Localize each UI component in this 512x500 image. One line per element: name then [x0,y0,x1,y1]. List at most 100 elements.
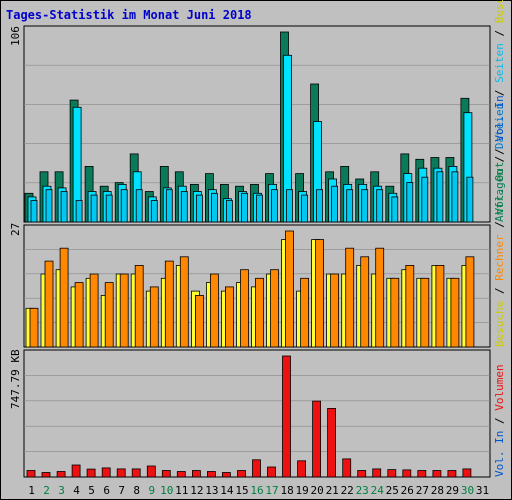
bars [24,31,475,478]
bar-rechner [224,286,234,348]
bar-rechner [330,273,340,348]
legend-entry: Vol. In [493,431,506,477]
bar-seiten [361,189,369,223]
bar-seiten [120,189,128,223]
bar-rechner [164,260,174,348]
x-tick-label: 17 [265,484,278,497]
bar-seiten [391,196,399,223]
bottom-panel [23,349,491,478]
bar-seiten [271,189,278,223]
x-tick-label: 4 [73,484,80,497]
bar-volumen [342,458,352,478]
x-tick-label: 25 [386,484,399,497]
bar-volumen [161,470,171,478]
legend-entry: Seiten [493,43,506,83]
bar-seiten [30,200,38,223]
legend-entry: / [493,215,506,235]
bar-volumen [282,355,291,478]
bar-rechner [315,239,325,348]
bar-rechner [435,264,445,348]
bar-seiten [105,194,113,223]
bar-rechner [149,286,159,348]
x-tick-label: 13 [205,484,218,497]
x-tick-label: 20 [310,484,323,497]
bar-rechner [194,294,204,348]
legend-entry: Besuche [493,0,506,23]
x-tick-label: 12 [190,484,203,497]
bar-volumen [297,460,307,478]
x-tick-label: 18 [280,484,293,497]
bar-volumen [357,470,367,478]
bar-volumen [432,470,442,478]
bar-seiten [316,189,324,223]
bar-seiten [256,194,263,223]
bar-seiten [75,200,83,223]
bar-seiten [225,200,233,223]
bar-seiten [286,189,293,223]
bar-rechner [390,277,400,348]
legend-entry: Volumen [493,364,506,410]
x-tick-label: 28 [431,484,444,497]
x-tick-label: 10 [160,484,173,497]
legend-bottom: Vol. In / Volumen [493,364,506,477]
x-tick-label: 9 [148,484,155,497]
bar-volumen [206,471,216,478]
bar-seiten [466,176,474,223]
bar-rechner [44,260,54,348]
legend-entry: / [493,149,506,169]
legend-entry: / [493,83,506,103]
legend-entry: / [493,281,506,301]
legend-entry: / [493,142,506,162]
bar-volumen [116,468,126,478]
x-tick-label: 21 [326,484,339,497]
bar-volumen [176,471,186,478]
legend-entry: Vol. Out [493,162,506,215]
legend-entry: / [493,411,506,431]
x-tick-label: 8 [133,484,140,497]
x-tick-label: 11 [175,484,188,497]
x-tick-label: 27 [416,484,429,497]
legend-entry: Besuche [493,301,506,347]
x-tick-label: 3 [58,484,65,497]
bar-rechner [29,307,39,348]
bar-volumen [462,468,472,478]
bar-volumen [312,400,322,478]
bar-rechner [420,277,430,348]
bar-volumen [146,465,156,478]
legend-entry: Vol. In [493,95,506,141]
bar-volumen [56,471,66,478]
bar-rechner [465,256,475,348]
bar-volumen [131,468,141,478]
x-tick-label: 31 [476,484,489,497]
bar-seiten [376,189,384,223]
bar-seiten [195,194,203,223]
x-tick-label: 24 [371,484,385,497]
bar-volumen [41,472,51,478]
bar-seiten [451,171,459,223]
middle-max-label: 27 [9,223,22,236]
bar-rechner [74,282,84,348]
bar-seiten [421,176,429,223]
bar-volumen [327,407,337,478]
bar-seiten [241,192,248,223]
bar-rechner [89,273,99,348]
x-tick-label: 2 [43,484,50,497]
bar-volumen [86,468,96,478]
bar-seiten [210,192,218,223]
bar-rechner [104,282,114,348]
bar-volumen [71,464,81,478]
bar-seiten [150,200,158,223]
x-tick-label: 15 [235,484,248,497]
x-tick-label: 1 [28,484,35,497]
chart-title: Tages-Statistik im Monat Juni 2018 [6,8,252,22]
bar-rechner [255,277,264,348]
x-tick-label: 26 [401,484,414,497]
bar-rechner [345,247,355,348]
bottom-max-label: 747.79 KB [9,349,22,409]
legend-top: Anfragen / Dateien / Seiten / Besuche [493,0,506,222]
bar-seiten [90,194,98,223]
x-tick-label: 22 [341,484,354,497]
bar-rechner [270,269,279,348]
